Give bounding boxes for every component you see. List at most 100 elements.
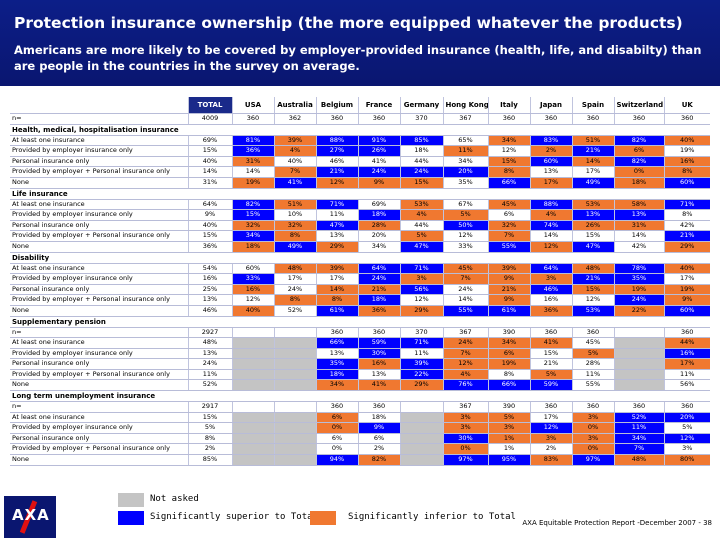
value-cell: 76% — [442, 379, 488, 392]
table-row: Provided by employer insurance only 15% 36… — [10, 145, 710, 157]
value-cell: 3% — [442, 412, 488, 424]
value-cell: 16% — [663, 156, 710, 168]
sample-size-cell: 360 — [357, 401, 400, 413]
value-cell — [399, 454, 443, 466]
value-cell — [231, 433, 274, 445]
value-cell — [231, 422, 274, 434]
section-header-row: Long term unemployment insurance — [10, 390, 710, 403]
value-cell: 88% — [315, 135, 358, 147]
value-cell: 71% — [315, 199, 358, 211]
row-label: Provided by employer + Personal insuranc… — [10, 166, 188, 178]
row-label: Provided by employer insurance only — [10, 145, 188, 157]
value-cell: 31% — [187, 177, 232, 189]
table-row: Provided by employer + Personal insuranc… — [10, 166, 710, 178]
table-row: Provided by employer insurance only 9% 15%… — [10, 209, 710, 221]
value-cell: 9% — [187, 209, 232, 221]
value-cell: 20% — [663, 412, 710, 424]
table-row: At least one insurance 54% 60% 48% 39% 64% 71%… — [10, 263, 710, 275]
value-cell: 40% — [187, 220, 232, 232]
value-cell — [399, 443, 443, 456]
value-cell: 51% — [273, 199, 316, 211]
value-cell: 34% — [487, 135, 530, 147]
value-cell: 5% — [187, 422, 232, 434]
value-cell: 71% — [399, 337, 443, 349]
value-cell: 29% — [663, 241, 710, 253]
value-cell: 85% — [399, 135, 443, 147]
sample-size-cell: 360 — [487, 113, 530, 125]
value-cell: 13% — [357, 369, 400, 381]
value-cell — [273, 348, 316, 360]
legend-not-asked-label: Not asked — [150, 494, 199, 504]
value-cell: 15% — [187, 412, 232, 424]
value-cell: 31% — [231, 156, 274, 168]
value-cell: 15% — [487, 156, 530, 168]
value-cell: 56% — [663, 379, 710, 392]
value-cell: 2% — [357, 443, 400, 456]
section-title: Disability — [10, 252, 710, 264]
value-cell — [231, 369, 274, 381]
value-cell: 54% — [187, 263, 232, 275]
sample-size-cell: 367 — [442, 401, 488, 413]
value-cell: 3% — [399, 273, 443, 285]
column-header: USA — [231, 97, 274, 114]
value-cell: 42% — [613, 241, 664, 253]
table-row: None 31% 19% 41% 12% 9% 15% 35% 66% 17% 49% 18% 60% — [10, 177, 710, 189]
value-cell: 35% — [315, 358, 358, 370]
value-cell: 16% — [663, 348, 710, 360]
column-header: Japan — [529, 97, 572, 114]
sample-size-label: n= — [10, 113, 188, 125]
value-cell — [613, 348, 664, 360]
value-cell: 22% — [399, 369, 443, 381]
row-label: Personal insurance only — [10, 433, 188, 445]
section-title: Supplementary pension — [10, 316, 710, 328]
value-cell: 7% — [487, 230, 530, 242]
sample-size-cell — [231, 401, 274, 413]
value-cell: 64% — [187, 199, 232, 211]
row-label: Personal insurance only — [10, 358, 188, 370]
sample-size-cell: 360 — [613, 113, 664, 125]
value-cell: 83% — [529, 135, 572, 147]
value-cell: 17% — [529, 412, 572, 424]
value-cell — [273, 369, 316, 381]
value-cell: 91% — [357, 135, 400, 147]
value-cell: 49% — [273, 241, 316, 253]
value-cell: 13% — [613, 209, 664, 221]
value-cell: 80% — [663, 454, 710, 466]
value-cell: 6% — [315, 433, 358, 445]
value-cell: 45% — [442, 263, 488, 275]
value-cell: 13% — [187, 294, 232, 306]
value-cell: 44% — [663, 337, 710, 349]
logo-text: AXA — [12, 506, 50, 524]
section-title: Long term unemployment insurance — [10, 390, 710, 403]
value-cell: 28% — [357, 220, 400, 232]
value-cell: 0% — [315, 422, 358, 434]
value-cell: 81% — [231, 135, 274, 147]
value-cell: 40% — [663, 135, 710, 147]
value-cell: 11% — [442, 145, 488, 157]
value-cell: 27% — [315, 145, 358, 157]
value-cell: 2% — [529, 443, 572, 456]
value-cell: 0% — [613, 166, 664, 178]
value-cell: 39% — [487, 263, 530, 275]
value-cell: 25% — [187, 284, 232, 296]
value-cell: 11% — [399, 348, 443, 360]
value-cell: 16% — [357, 358, 400, 370]
value-cell: 18% — [613, 177, 664, 189]
value-cell: 14% — [529, 230, 572, 242]
axa-logo: AXA — [4, 496, 56, 538]
value-cell: 41% — [357, 379, 400, 392]
value-cell: 21% — [357, 284, 400, 296]
value-cell: 9% — [487, 273, 530, 285]
value-cell: 48% — [187, 337, 232, 349]
row-label: Provided by employer insurance only — [10, 422, 188, 434]
value-cell: 97% — [571, 454, 614, 466]
value-cell: 18% — [357, 294, 400, 306]
value-cell — [231, 348, 274, 360]
value-cell — [613, 337, 664, 349]
value-cell: 41% — [529, 337, 572, 349]
value-cell — [231, 337, 274, 349]
value-cell: 48% — [613, 454, 664, 466]
value-cell: 3% — [529, 433, 572, 445]
value-cell: 46% — [315, 156, 358, 168]
sample-size-cell: 360 — [357, 327, 400, 339]
